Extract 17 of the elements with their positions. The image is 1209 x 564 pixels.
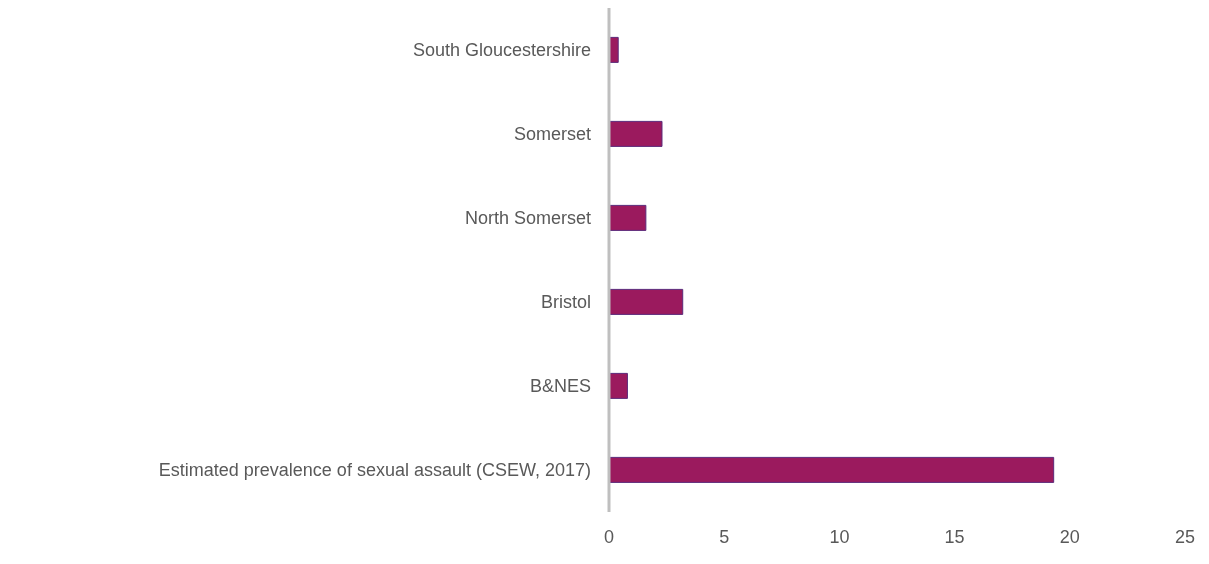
bar (609, 204, 647, 231)
x-tick-label: 10 (829, 526, 850, 547)
bar (609, 372, 628, 399)
bar (609, 120, 663, 147)
y-tick-label: B&NES (529, 376, 591, 397)
bar (609, 288, 684, 315)
x-tick-label: 15 (944, 526, 965, 547)
y-tick-label: Estimated prevalence of sexual assault (CSEW, 2017) (158, 460, 591, 481)
y-tick-label: South Gloucestershire (412, 40, 591, 61)
x-tick-label: 5 (719, 526, 730, 547)
x-tick-label: 20 (1059, 526, 1080, 547)
y-tick-label: Bristol (540, 292, 591, 313)
x-tick-label: 25 (1174, 526, 1196, 547)
x-tick-label: 0 (603, 526, 615, 547)
bar (609, 456, 1055, 483)
y-tick-label: Somerset (513, 124, 591, 145)
y-tick-label: North Somerset (464, 208, 591, 229)
